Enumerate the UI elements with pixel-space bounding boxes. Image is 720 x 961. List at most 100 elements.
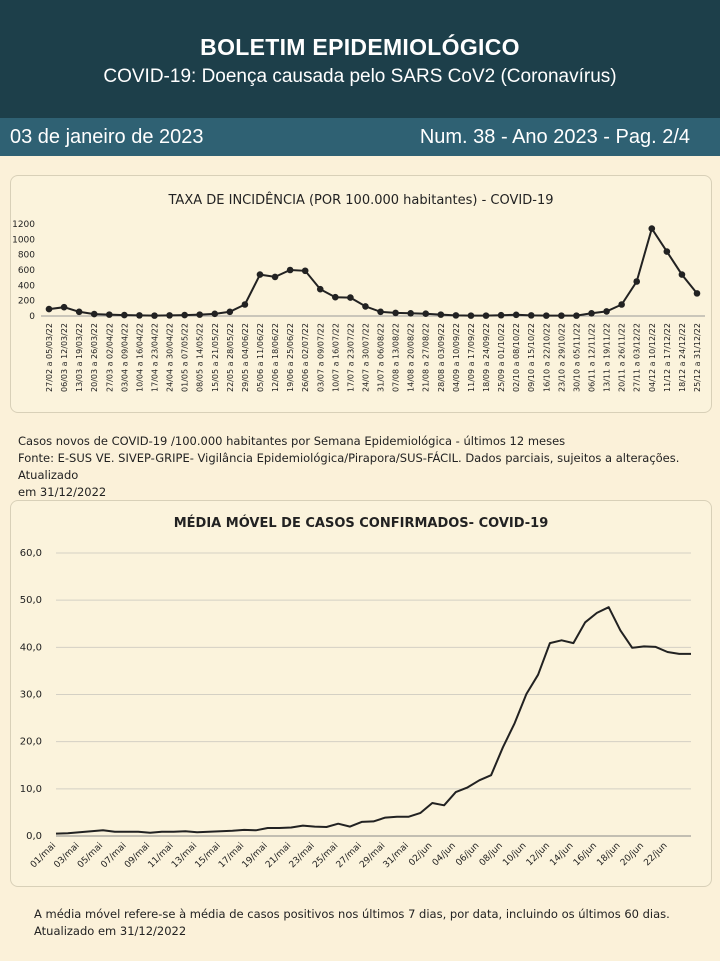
- y-tick-label: 1000: [12, 235, 35, 245]
- x-tick-label: 13/11 a 19/11/22: [603, 323, 612, 392]
- x-tick-label: 01/mai: [29, 841, 58, 870]
- data-point: [497, 311, 505, 319]
- moving-average-note: A média móvel refere-se à média de casos…: [34, 906, 694, 940]
- series-line: [48, 226, 698, 317]
- data-point: [151, 312, 158, 319]
- x-tick-label: 23/10 a 29/10/22: [557, 323, 566, 392]
- chart-title: TAXA DE INCIDÊNCIA (POR 100.000 habitant…: [168, 192, 554, 208]
- moving-average-chart: MÉDIA MÓVEL DE CASOS CONFIRMADOS- COVID-…: [20, 515, 691, 870]
- bulletin-title: BOLETIM EPIDEMIOLÓGICO: [200, 34, 520, 60]
- header-banner: BOLETIM EPIDEMIOLÓGICO COVID-19: Doença …: [0, 0, 720, 118]
- x-tick-label: 20/11 a 26/11/22: [618, 323, 627, 392]
- data-point: [332, 293, 339, 301]
- x-tick-label: 06/03 a 12/03/22: [60, 323, 69, 392]
- x-tick-label: 31/07 a 06/08/22: [377, 323, 386, 392]
- x-tick-label: 27/11 a 03/12/22: [633, 323, 642, 392]
- data-point: [60, 303, 68, 311]
- x-tick-label: 18/09 a 24/09/22: [482, 323, 491, 392]
- x-tick-label: 31/mai: [382, 841, 411, 870]
- data-point: [588, 310, 595, 317]
- data-point: [121, 311, 128, 319]
- x-tick-label: 09/10 a 15/10/22: [527, 323, 536, 392]
- x-tick-label: 20/jun: [619, 841, 646, 868]
- y-tick-label: 40,0: [20, 642, 42, 653]
- data-point: [90, 310, 98, 318]
- data-point: [377, 308, 384, 316]
- x-tick-label: 04/09 a 10/09/22: [452, 323, 461, 392]
- data-point: [573, 312, 580, 319]
- y-tick-label: 1200: [12, 220, 35, 230]
- info-bar: 03 de janeiro de 2023 Num. 38 - Ano 2023…: [0, 118, 720, 156]
- y-tick-label: 200: [18, 297, 35, 307]
- x-tick-label: 14/jun: [548, 841, 575, 868]
- data-point: [392, 309, 399, 317]
- x-tick-label: 27/02 a 05/03/22: [45, 323, 54, 392]
- x-tick-label: 17/07 a 23/07/22: [346, 323, 355, 392]
- data-point: [527, 312, 535, 319]
- x-tick-label: 19/06 a 25/06/22: [286, 323, 295, 392]
- data-point: [678, 271, 686, 278]
- x-tick-label: 22/jun: [642, 841, 669, 868]
- x-tick-label: 16/10 a 22/10/22: [542, 323, 551, 392]
- data-point: [407, 310, 414, 317]
- x-tick-label: 11/mai: [147, 841, 176, 870]
- note1-line1: Casos novos de COVID-19 /100.000 habitan…: [18, 434, 566, 448]
- x-tick-label: 20/03 a 26/03/22: [90, 323, 99, 392]
- y-tick-label: 20,0: [20, 737, 42, 748]
- x-tick-label: 29/05 a 04/06/22: [241, 323, 250, 392]
- data-point: [181, 311, 188, 319]
- data-point: [603, 308, 610, 315]
- data-point: [136, 312, 143, 319]
- data-point: [301, 267, 309, 275]
- x-tick-label: 30/10 a 05/11/22: [572, 323, 581, 392]
- incidence-chart-note: Casos novos de COVID-19 /100.000 habitan…: [18, 433, 708, 501]
- x-tick-label: 14/08 a 20/08/22: [407, 323, 416, 392]
- y-tick-label: 600: [18, 266, 35, 276]
- data-point: [316, 285, 324, 293]
- series-line: [55, 606, 691, 835]
- incidence-chart-card: TAXA DE INCIDÊNCIA (POR 100.000 habitant…: [10, 175, 712, 413]
- x-tick-label: 05/06 a 11/06/22: [256, 323, 265, 392]
- x-tick-label: 13/03 a 19/03/22: [75, 323, 84, 392]
- x-tick-label: 17/04 a 23/04/22: [150, 323, 159, 392]
- x-tick-label: 22/05 a 28/05/22: [226, 323, 235, 392]
- x-tick-label: 08/jun: [478, 841, 505, 868]
- issue-info: Num. 38 - Ano 2023 - Pag. 2/4: [419, 126, 690, 148]
- x-tick-label: 13/mai: [170, 841, 199, 870]
- note1-line3: em 31/12/2022: [18, 485, 107, 499]
- x-tick-label: 24/04 a 30/04/22: [166, 323, 175, 392]
- x-tick-label: 10/07 a 16/07/22: [331, 323, 340, 392]
- x-tick-label: 01/05 a 07/05/22: [181, 323, 190, 392]
- chart-title: MÉDIA MÓVEL DE CASOS CONFIRMADOS- COVID-…: [174, 515, 549, 531]
- x-tick-label: 25/12 a 31/12/22: [693, 323, 702, 392]
- note1-line2: Fonte: E-SUS VE. SIVEP-GRIPE- Vigilância…: [18, 451, 680, 482]
- x-tick-label: 23/mai: [288, 841, 317, 870]
- x-tick-label: 10/jun: [501, 841, 528, 868]
- data-point: [633, 278, 641, 285]
- x-tick-label: 11/09 a 17/09/22: [467, 323, 476, 392]
- x-tick-label: 04/jun: [431, 841, 458, 868]
- note2-line1: A média móvel refere-se à média de casos…: [34, 907, 670, 921]
- x-tick-label: 24/07 a 30/07/22: [361, 323, 370, 392]
- x-tick-label: 06/11 a 12/11/22: [588, 323, 597, 392]
- data-point: [558, 312, 565, 319]
- x-tick-label: 11/12 a 17/12/22: [663, 323, 672, 392]
- x-tick-label: 27/03 a 02/04/22: [105, 323, 114, 392]
- x-tick-label: 04/12 a 10/12/22: [648, 323, 657, 392]
- x-tick-label: 18/jun: [595, 841, 622, 868]
- x-tick-label: 03/07 a 09/07/22: [316, 323, 325, 392]
- y-tick-label: 30,0: [20, 690, 42, 701]
- data-point: [226, 308, 234, 316]
- y-tick-label: 400: [18, 281, 35, 291]
- data-point: [45, 305, 53, 313]
- data-point: [75, 308, 83, 316]
- x-tick-label: 02/jun: [407, 841, 434, 868]
- incidence-chart: TAXA DE INCIDÊNCIA (POR 100.000 habitant…: [12, 192, 705, 392]
- data-point: [362, 303, 369, 310]
- data-point: [211, 310, 219, 318]
- x-tick-label: 06/jun: [454, 841, 481, 868]
- data-point: [543, 312, 550, 319]
- data-point: [663, 248, 671, 255]
- x-tick-label: 03/04 a 09/04/22: [120, 323, 129, 392]
- publication-date: 03 de janeiro de 2023: [10, 126, 204, 148]
